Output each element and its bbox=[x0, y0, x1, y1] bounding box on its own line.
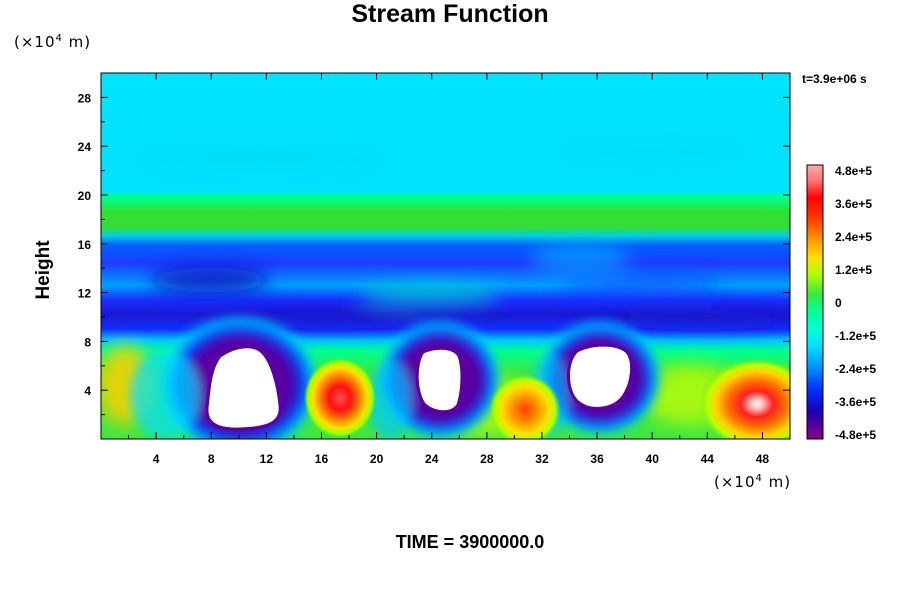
plot-frame bbox=[100, 72, 791, 440]
heatmap-field bbox=[101, 73, 790, 439]
x-tick-label: 32 bbox=[535, 452, 549, 466]
colorbar-label: 2.4e+5 bbox=[835, 230, 872, 244]
x-tick-label: 44 bbox=[701, 452, 715, 466]
x-tick-label: 48 bbox=[756, 452, 770, 466]
x-tick-label: 24 bbox=[425, 452, 439, 466]
y-unit-label: (×104 m) bbox=[14, 33, 92, 51]
high-center-2 bbox=[489, 374, 561, 439]
colorbar-label: 0 bbox=[835, 296, 842, 310]
colorbar-label: -4.8e+5 bbox=[835, 428, 876, 442]
y-tick-label: 12 bbox=[78, 287, 92, 301]
colorbar-label: 4.8e+5 bbox=[835, 164, 872, 178]
y-tick-label: 28 bbox=[78, 91, 92, 105]
clipped-low-1 bbox=[205, 345, 282, 431]
y-tick-label: 8 bbox=[84, 335, 91, 349]
x-tick-label: 36 bbox=[590, 452, 604, 466]
colorbar-label: -3.6e+5 bbox=[835, 395, 876, 409]
clipped-low-2 bbox=[415, 346, 464, 414]
y-tick-label: 16 bbox=[78, 238, 92, 252]
x-tick-label: 40 bbox=[646, 452, 660, 466]
x-tick-label: 4 bbox=[153, 452, 160, 466]
x-axis: 4 8 12 16 20 24 28 32 36 40 44 48 bbox=[128, 73, 770, 466]
x-tick-label: 28 bbox=[480, 452, 494, 466]
chart-title: Stream Function bbox=[351, 0, 549, 28]
colorbar-label: 3.6e+5 bbox=[835, 197, 872, 211]
high-center-1 bbox=[304, 358, 376, 438]
x-tick-label: 8 bbox=[208, 452, 215, 466]
colorbar bbox=[806, 164, 824, 440]
x-tick-label: 16 bbox=[315, 452, 329, 466]
colorbar-label: -2.4e+5 bbox=[835, 362, 876, 376]
colorbar-label: -1.2e+5 bbox=[835, 329, 876, 343]
high-center-3 bbox=[699, 358, 790, 439]
x-tick-label: 20 bbox=[370, 452, 384, 466]
colorbar-label: 1.2e+5 bbox=[835, 263, 872, 277]
time-annotation: t=3.9e+06 s bbox=[802, 72, 867, 86]
footer-time: TIME = 3900000.0 bbox=[395, 532, 545, 552]
y-tick-label: 4 bbox=[84, 384, 91, 398]
y-tick-label: 20 bbox=[78, 189, 92, 203]
y-tick-label: 24 bbox=[78, 140, 92, 154]
colorbar-labels: 4.8e+5 3.6e+5 2.4e+5 1.2e+5 0 -1.2e+5 -2.4e+5 -… bbox=[835, 164, 876, 442]
clipped-low-3 bbox=[567, 343, 634, 410]
y-axis: 4 8 12 16 20 24 28 bbox=[78, 91, 790, 416]
x-tick-label: 12 bbox=[260, 452, 274, 466]
x-unit-label: (×104 m) bbox=[714, 473, 792, 491]
